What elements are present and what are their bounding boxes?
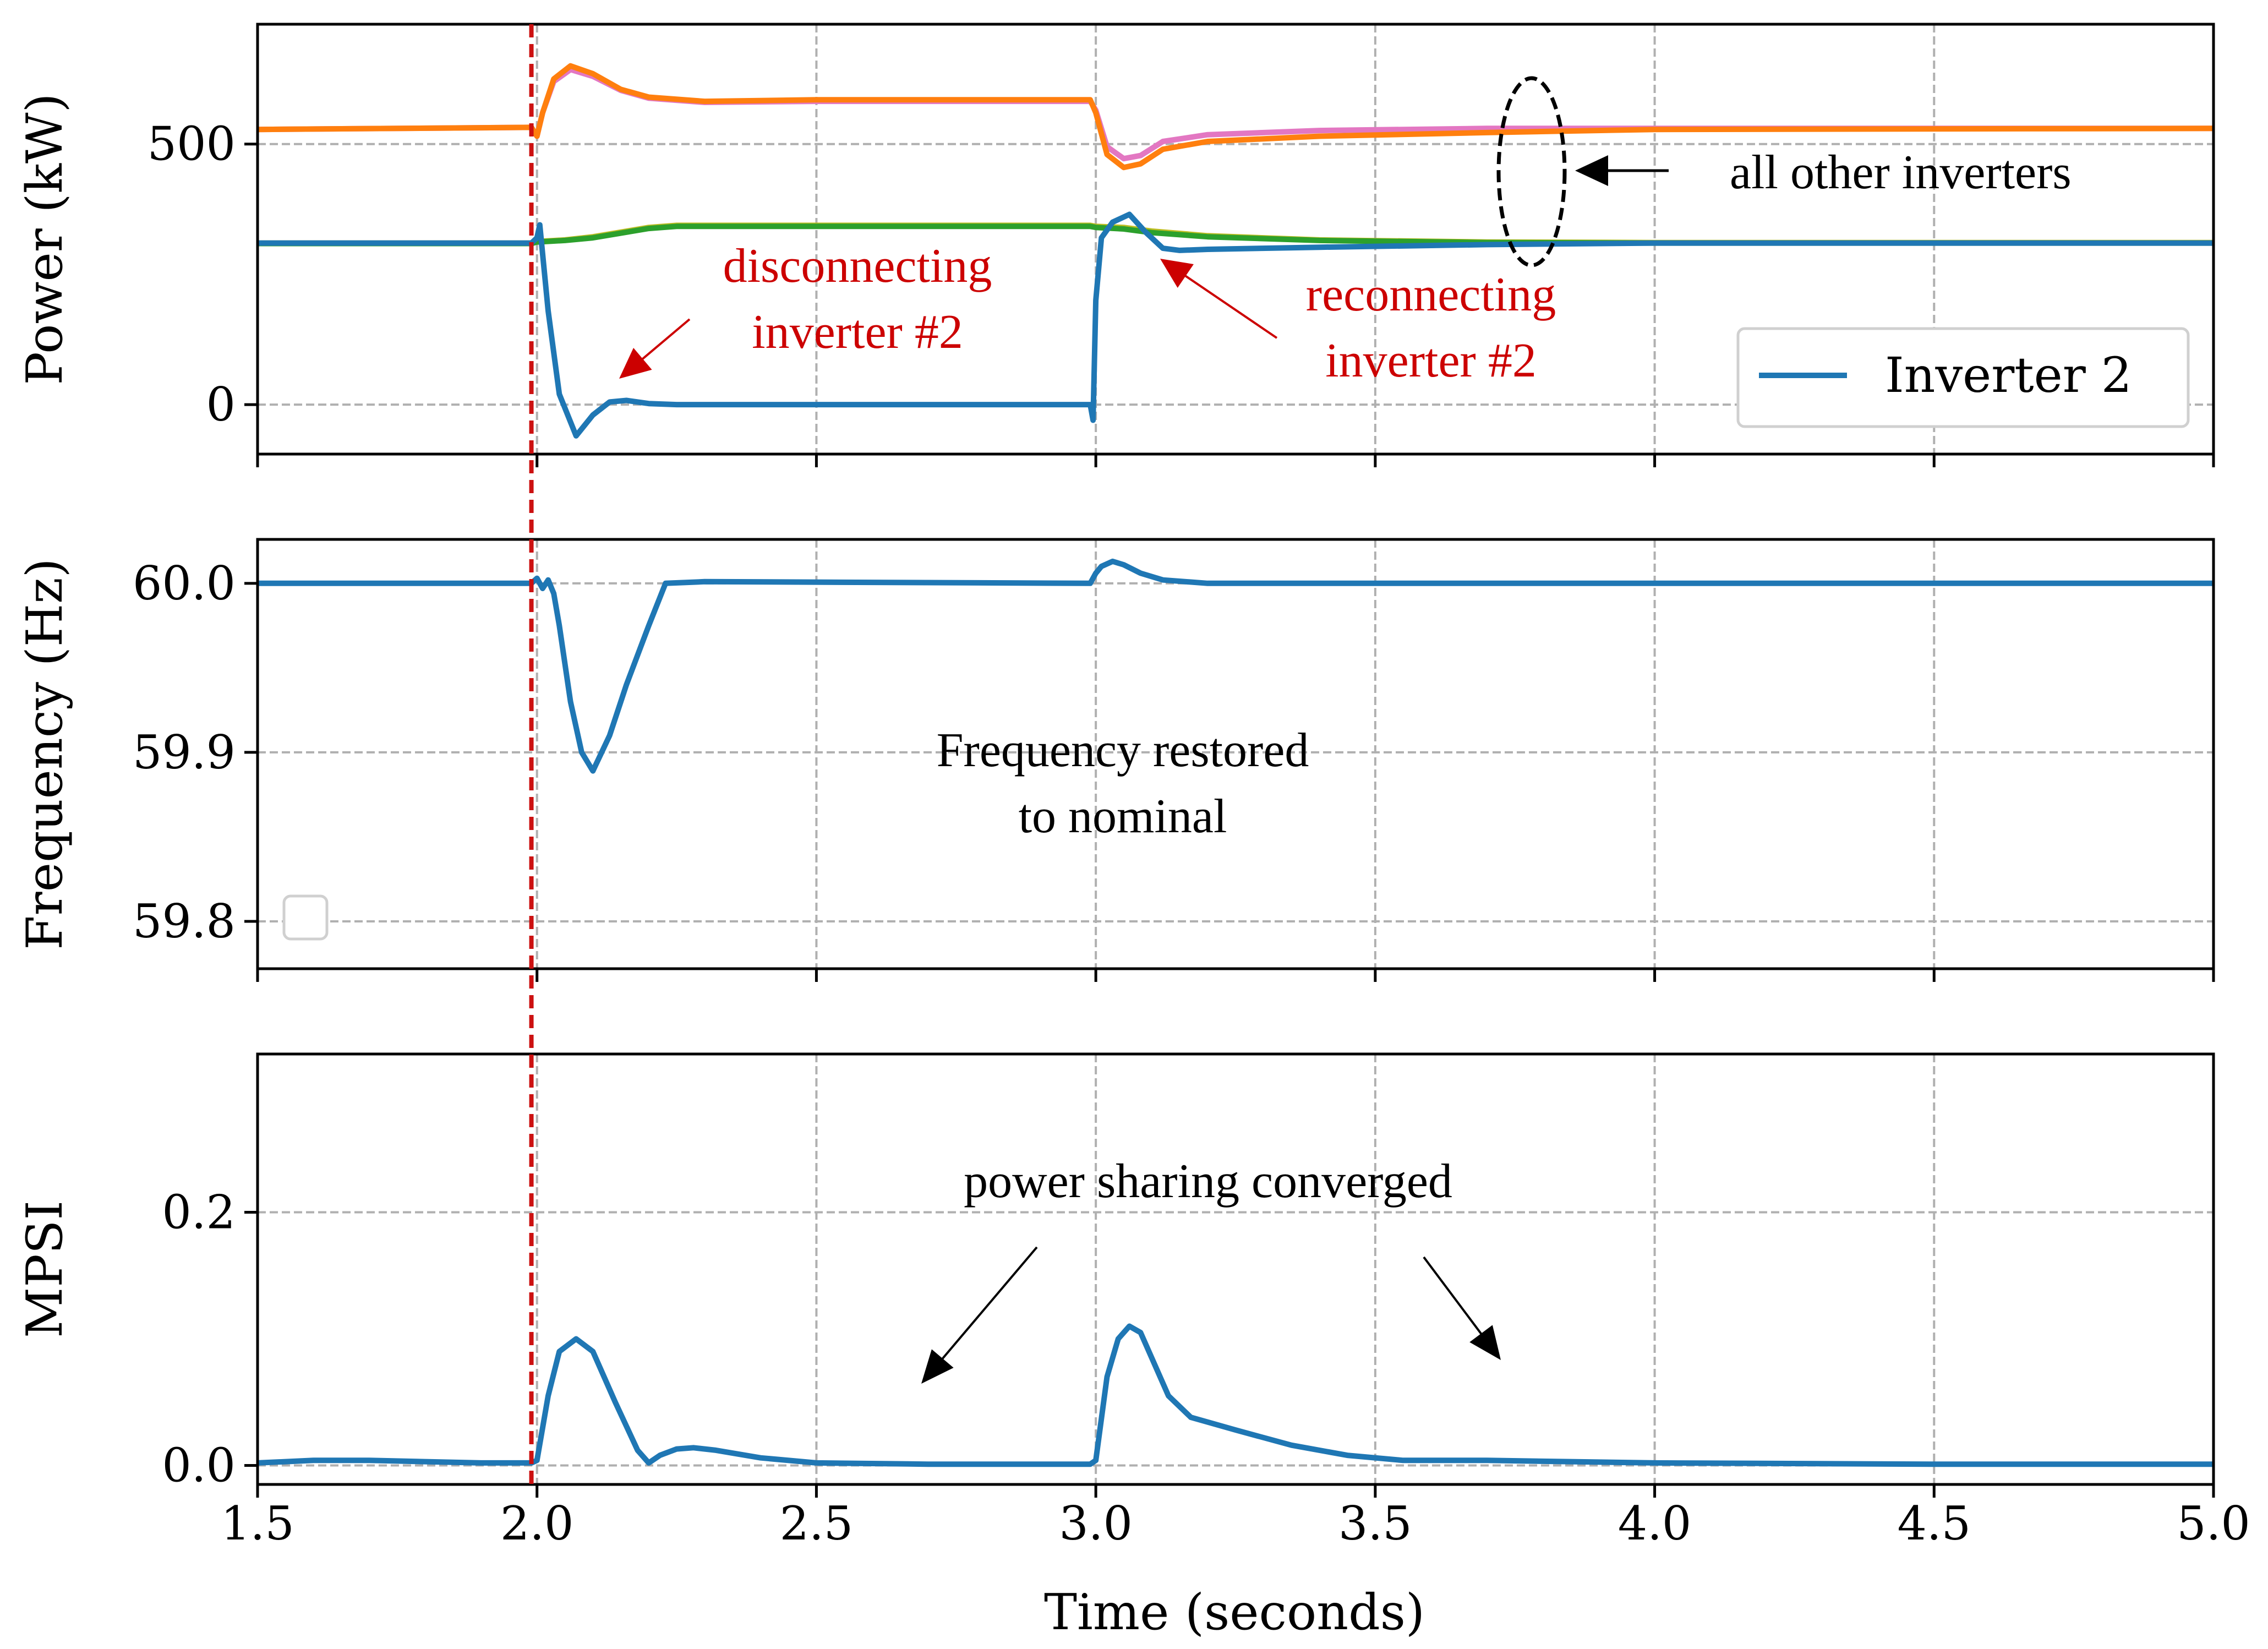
series-line-mpsi <box>258 1323 2214 1467</box>
y-tick-label: 500 <box>147 117 236 171</box>
arrow-reconnecting-shaft <box>1179 271 1278 339</box>
arrow-converged-left-head <box>921 1349 954 1384</box>
arrow-disconnecting-head <box>619 348 652 379</box>
panel-mpsi: 1.5 2.0 2.5 3.0 3.5 4.0 4.5 5.0 0.0 0.2 MPSI <box>16 1052 2250 1550</box>
series-line-other-inverters-low-group-green <box>258 223 2214 247</box>
x-tick-label: 3.5 <box>1338 1497 1412 1550</box>
annotation-disconnecting: disconnecting inverter #2 <box>723 239 992 359</box>
annotation-power-sharing-converged: power sharing converged <box>964 1155 1452 1208</box>
y-tick-label: 59.9 <box>133 725 236 779</box>
arrow-disconnecting-shaft <box>637 318 691 364</box>
arrow-reconnecting-head <box>1160 259 1194 288</box>
arrow-all-other-inverters-head <box>1575 155 1608 186</box>
y-tick-label: 0.0 <box>162 1439 236 1493</box>
y-tick-label: 0 <box>206 378 236 432</box>
other-inverters-ellipse <box>1496 76 1567 267</box>
axes-frame <box>256 538 2215 970</box>
annotation-frequency-restored: Frequency restored to nominal <box>937 724 1309 843</box>
x-axis-label: Time (seconds) <box>1044 1584 1425 1641</box>
x-tick-label: 4.5 <box>1897 1497 1971 1550</box>
y-axis-label: MPSI <box>16 1200 74 1338</box>
y-axis-label: Power (kW) <box>16 93 74 385</box>
x-tick-label: 3.0 <box>1059 1497 1133 1550</box>
x-tick-label: 4.0 <box>1618 1497 1692 1550</box>
y-tick-label: 60.0 <box>133 556 236 610</box>
x-tick-label: 2.5 <box>780 1497 854 1550</box>
legend-box <box>1736 327 2190 428</box>
panel-power: 0 500 Power (kW) Inverter 2 <box>16 23 2215 467</box>
y-tick-label: 59.8 <box>133 894 236 948</box>
series-line-frequency <box>258 558 2214 774</box>
y-tick-label: 0.2 <box>162 1186 236 1240</box>
y-axis-label: Frequency (Hz) <box>16 558 74 950</box>
arrow-converged-right-shaft <box>1423 1256 1486 1340</box>
series-line-inverter-2 <box>258 211 2214 439</box>
annotation-reconnecting: reconnecting inverter #2 <box>1306 268 1556 387</box>
arrow-converged-left-shaft <box>937 1246 1038 1364</box>
annotation-all-other-inverters: all other inverters <box>1730 146 2072 199</box>
legend-box-empty <box>282 894 329 941</box>
x-tick-label: 2.0 <box>500 1497 574 1550</box>
x-tick-label: 5.0 <box>2177 1497 2250 1550</box>
panel-frequency: 59.8 59.9 60.0 Frequency (Hz) <box>16 538 2215 982</box>
legend: Inverter 2 <box>1736 327 2190 428</box>
arrow-converged-right-head <box>1469 1325 1501 1360</box>
axes-frame <box>256 1052 2215 1486</box>
legend-label: Inverter 2 <box>1885 347 2132 403</box>
x-tick-label: 1.5 <box>221 1497 294 1550</box>
axes-frame <box>256 23 2215 456</box>
series-line-other-inverters-high-group-orange <box>258 63 2214 171</box>
